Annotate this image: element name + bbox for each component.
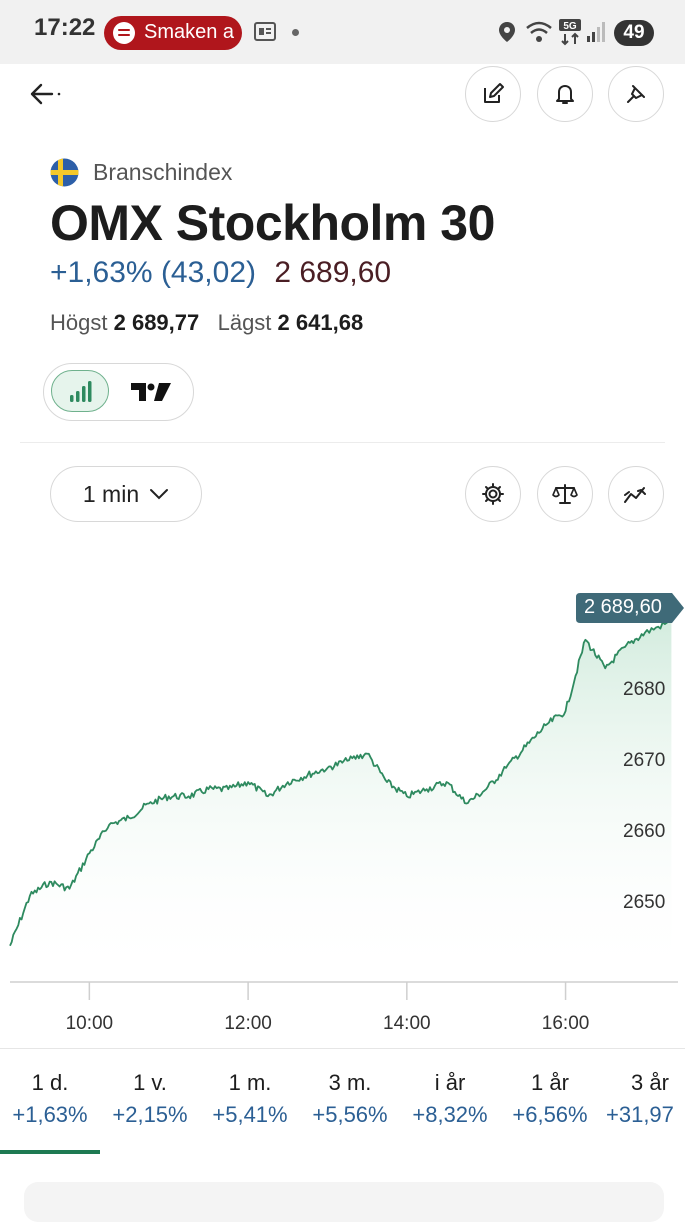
chevron-down-icon — [150, 489, 169, 500]
alert-button[interactable] — [537, 66, 593, 122]
gear-icon — [482, 483, 504, 505]
spotify-icon — [113, 22, 135, 44]
period-tab-3y[interactable]: 3 år +31,97 — [600, 1070, 685, 1128]
interval-label: 1 min — [82, 480, 140, 507]
period-tab-3m[interactable]: 3 m. +5,56% — [300, 1070, 400, 1128]
y-tick-label: 2660 — [623, 820, 666, 842]
battery-indicator: 49 — [614, 20, 654, 46]
bell-icon — [556, 85, 574, 104]
pin-icon — [627, 85, 645, 103]
high-value: 2 689,77 — [113, 310, 200, 335]
x-tick-label: 12:00 — [224, 1013, 272, 1034]
chart-icon — [70, 381, 92, 402]
tabs-divider — [0, 1048, 685, 1049]
price-line — [9, 619, 672, 947]
price-badge-shape — [576, 593, 684, 623]
status-time: 17:22 — [34, 14, 96, 41]
more-notifications-dot-icon — [292, 29, 299, 36]
edit-button[interactable] — [465, 66, 521, 122]
chart-type-toggle — [43, 363, 194, 421]
instrument-name: OMX Stockholm 30 — [50, 195, 495, 251]
period-tab-change: +1,63% — [12, 1102, 88, 1127]
period-tab-1y[interactable]: 1 år +6,56% — [500, 1070, 600, 1128]
arrow-left-icon[interactable] — [28, 80, 64, 108]
chart-toggle-option[interactable] — [51, 370, 109, 412]
last-price: 2 689,60 — [274, 256, 392, 289]
period-tab-label: 3 m. — [328, 1070, 372, 1095]
tradingview-icon — [131, 383, 171, 401]
pin-button[interactable] — [608, 66, 664, 122]
section-divider — [20, 442, 665, 443]
scale-icon — [552, 484, 578, 504]
signal-icon — [587, 22, 605, 42]
x-tick-label: 14:00 — [383, 1013, 431, 1034]
x-tick-label: 10:00 — [65, 1013, 114, 1034]
period-tab-1m[interactable]: 1 m. +5,41% — [200, 1070, 300, 1128]
change-percent: +1,63% — [50, 256, 153, 289]
period-tab-label: 1 m. — [228, 1070, 272, 1095]
interval-selector[interactable]: 1 min — [50, 466, 202, 522]
price-change-row: +1,63% (43,02) 2 689,60 — [50, 256, 391, 290]
period-tab-1v[interactable]: 1 v. +2,15% — [100, 1070, 200, 1128]
low-label: Lägst — [217, 310, 272, 335]
edit-icon — [484, 83, 504, 103]
trend-icon — [624, 487, 646, 503]
location-icon — [499, 22, 515, 42]
period-tab-label: i år — [434, 1070, 466, 1095]
media-chip[interactable]: Smaken a — [104, 16, 242, 50]
status-bar: 17:22 Smaken a 5G 49 — [0, 0, 685, 64]
y-tick-label: 2650 — [623, 892, 666, 914]
price-chart[interactable] — [0, 560, 685, 1005]
chart-settings-button[interactable] — [465, 466, 521, 522]
5g-icon: 5G — [559, 19, 581, 46]
period-tab-ytd[interactable]: i år +8,32% — [400, 1070, 500, 1128]
active-tab-indicator — [0, 1150, 100, 1154]
period-tab-change: +6,56% — [512, 1102, 588, 1127]
period-tab-label: 1 år — [531, 1070, 569, 1095]
wifi-icon — [526, 21, 552, 42]
svg-text:5G: 5G — [563, 21, 577, 32]
period-tab-1d[interactable]: 1 d. +1,63% — [0, 1070, 100, 1128]
y-tick-label: 2680 — [623, 678, 666, 700]
period-tab-change: +2,15% — [112, 1102, 188, 1127]
period-tab-label: 1 v. — [133, 1070, 167, 1095]
period-tab-change: +5,56% — [312, 1102, 388, 1127]
sweden-flag-icon — [50, 158, 79, 187]
x-tick-label: 16:00 — [541, 1013, 590, 1034]
notification-icon — [254, 22, 276, 41]
current-price-badge: 2 689,60 — [576, 593, 685, 623]
period-tab-change: +8,32% — [412, 1102, 488, 1127]
instrument-category: Branschindex — [93, 159, 233, 185]
period-tab-change: +5,41% — [212, 1102, 288, 1127]
period-tab-label: 1 d. — [31, 1070, 69, 1095]
price-area-fill — [10, 620, 672, 982]
price-badge-label: 2 689,60 — [584, 596, 662, 618]
y-tick-label: 2670 — [623, 749, 666, 771]
low-value: 2 641,68 — [277, 310, 364, 335]
tradingview-toggle-option[interactable] — [122, 372, 180, 412]
indicators-button[interactable] — [608, 466, 664, 522]
change-absolute: (43,02) — [160, 256, 256, 289]
period-tab-label: 3 år — [631, 1070, 669, 1095]
bottom-card — [24, 1182, 664, 1222]
high-low-row: Högst 2 689,77 Lägst 2 641,68 — [50, 310, 363, 336]
compare-button[interactable] — [537, 466, 593, 522]
period-tab-change: +31,97 — [606, 1102, 674, 1127]
high-label: Högst — [50, 310, 108, 335]
media-chip-label: Smaken a — [144, 21, 235, 43]
